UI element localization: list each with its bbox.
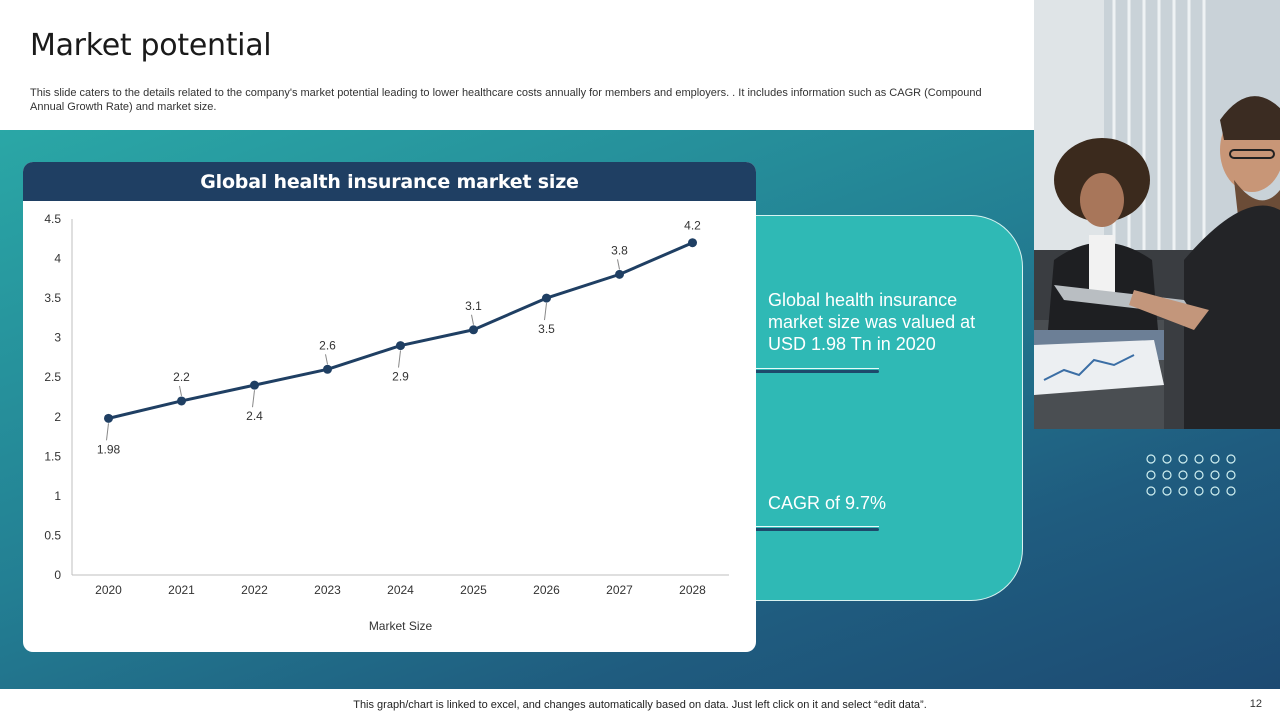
data-label-leader: [179, 385, 182, 397]
data-point: [469, 325, 478, 335]
data-label-leader: [106, 423, 109, 441]
y-tick-label: 0: [54, 568, 61, 582]
info-card: [745, 215, 1023, 601]
x-tick-label: 2022: [241, 583, 268, 597]
data-label: 2.4: [246, 409, 263, 423]
x-tick-label: 2024: [387, 583, 414, 597]
data-label: 2.2: [173, 370, 190, 384]
y-tick-label: 2: [54, 410, 61, 424]
chart-card[interactable]: Global health insurance market size 0 0.5…: [23, 162, 756, 652]
data-label: 3.5: [538, 322, 555, 336]
y-tick-label: 0.5: [44, 528, 61, 542]
data-point: [250, 380, 259, 390]
y-tick-label: 3.5: [44, 291, 61, 305]
x-tick-label: 2025: [460, 583, 487, 597]
cagr-underline: [745, 526, 879, 531]
x-tick-label: 2026: [533, 583, 560, 597]
decorative-dot-grid: [1146, 454, 1242, 498]
data-label-leader: [325, 354, 328, 365]
data-label-leader: [544, 303, 547, 321]
series-line-market-size: [108, 241, 694, 420]
data-point: [688, 238, 697, 248]
data-label-leader: [617, 259, 620, 270]
footer-note: This graph/chart is linked to excel, and…: [353, 699, 927, 711]
business-meeting-photo: [1034, 0, 1280, 429]
slide-description: This slide caters to the details related…: [30, 87, 982, 113]
data-point: [177, 396, 186, 406]
x-tick-label: 2027: [606, 583, 633, 597]
page-number: 12: [1249, 698, 1262, 710]
data-label: 2.9: [392, 370, 409, 384]
data-label-leader: [471, 314, 474, 325]
data-label: 4.2: [684, 219, 701, 233]
data-point: [615, 269, 624, 279]
x-tick-label: 2021: [168, 583, 195, 597]
y-tick-label: 2.5: [44, 370, 61, 384]
x-tick-label: 2020: [95, 583, 122, 597]
data-label-leader: [252, 390, 255, 408]
data-point: [396, 341, 405, 351]
y-tick-label: 3: [54, 331, 61, 345]
data-label: 1.98: [97, 442, 121, 456]
x-tick-label: 2028: [679, 583, 706, 597]
data-point: [323, 364, 332, 374]
line-chart[interactable]: 0 0.5 1 1.5 2 2.5 3 3.5 4 4.5 2020 2021 2022 2023 2024…: [23, 162, 756, 652]
data-label: 2.6: [319, 338, 336, 352]
slide-title: Market potential: [30, 28, 272, 63]
data-label: 3.8: [611, 243, 628, 257]
y-tick-label: 1.5: [44, 449, 61, 463]
x-axis-title: Market Size: [369, 619, 433, 633]
data-point: [542, 293, 551, 303]
cagr-text: CAGR of 9.7%: [768, 493, 887, 513]
market-value-text: Global health insurance market size was …: [768, 290, 976, 354]
data-label: 3.1: [465, 299, 482, 313]
market-value-underline: [745, 368, 879, 373]
chart-title: Global health insurance market size: [23, 162, 756, 201]
y-tick-label: 4: [54, 252, 61, 266]
y-tick-label: 4.5: [44, 212, 61, 226]
x-tick-label: 2023: [314, 583, 341, 597]
y-tick-label: 1: [54, 489, 61, 503]
data-label-leader: [398, 350, 401, 368]
data-point: [104, 413, 113, 423]
